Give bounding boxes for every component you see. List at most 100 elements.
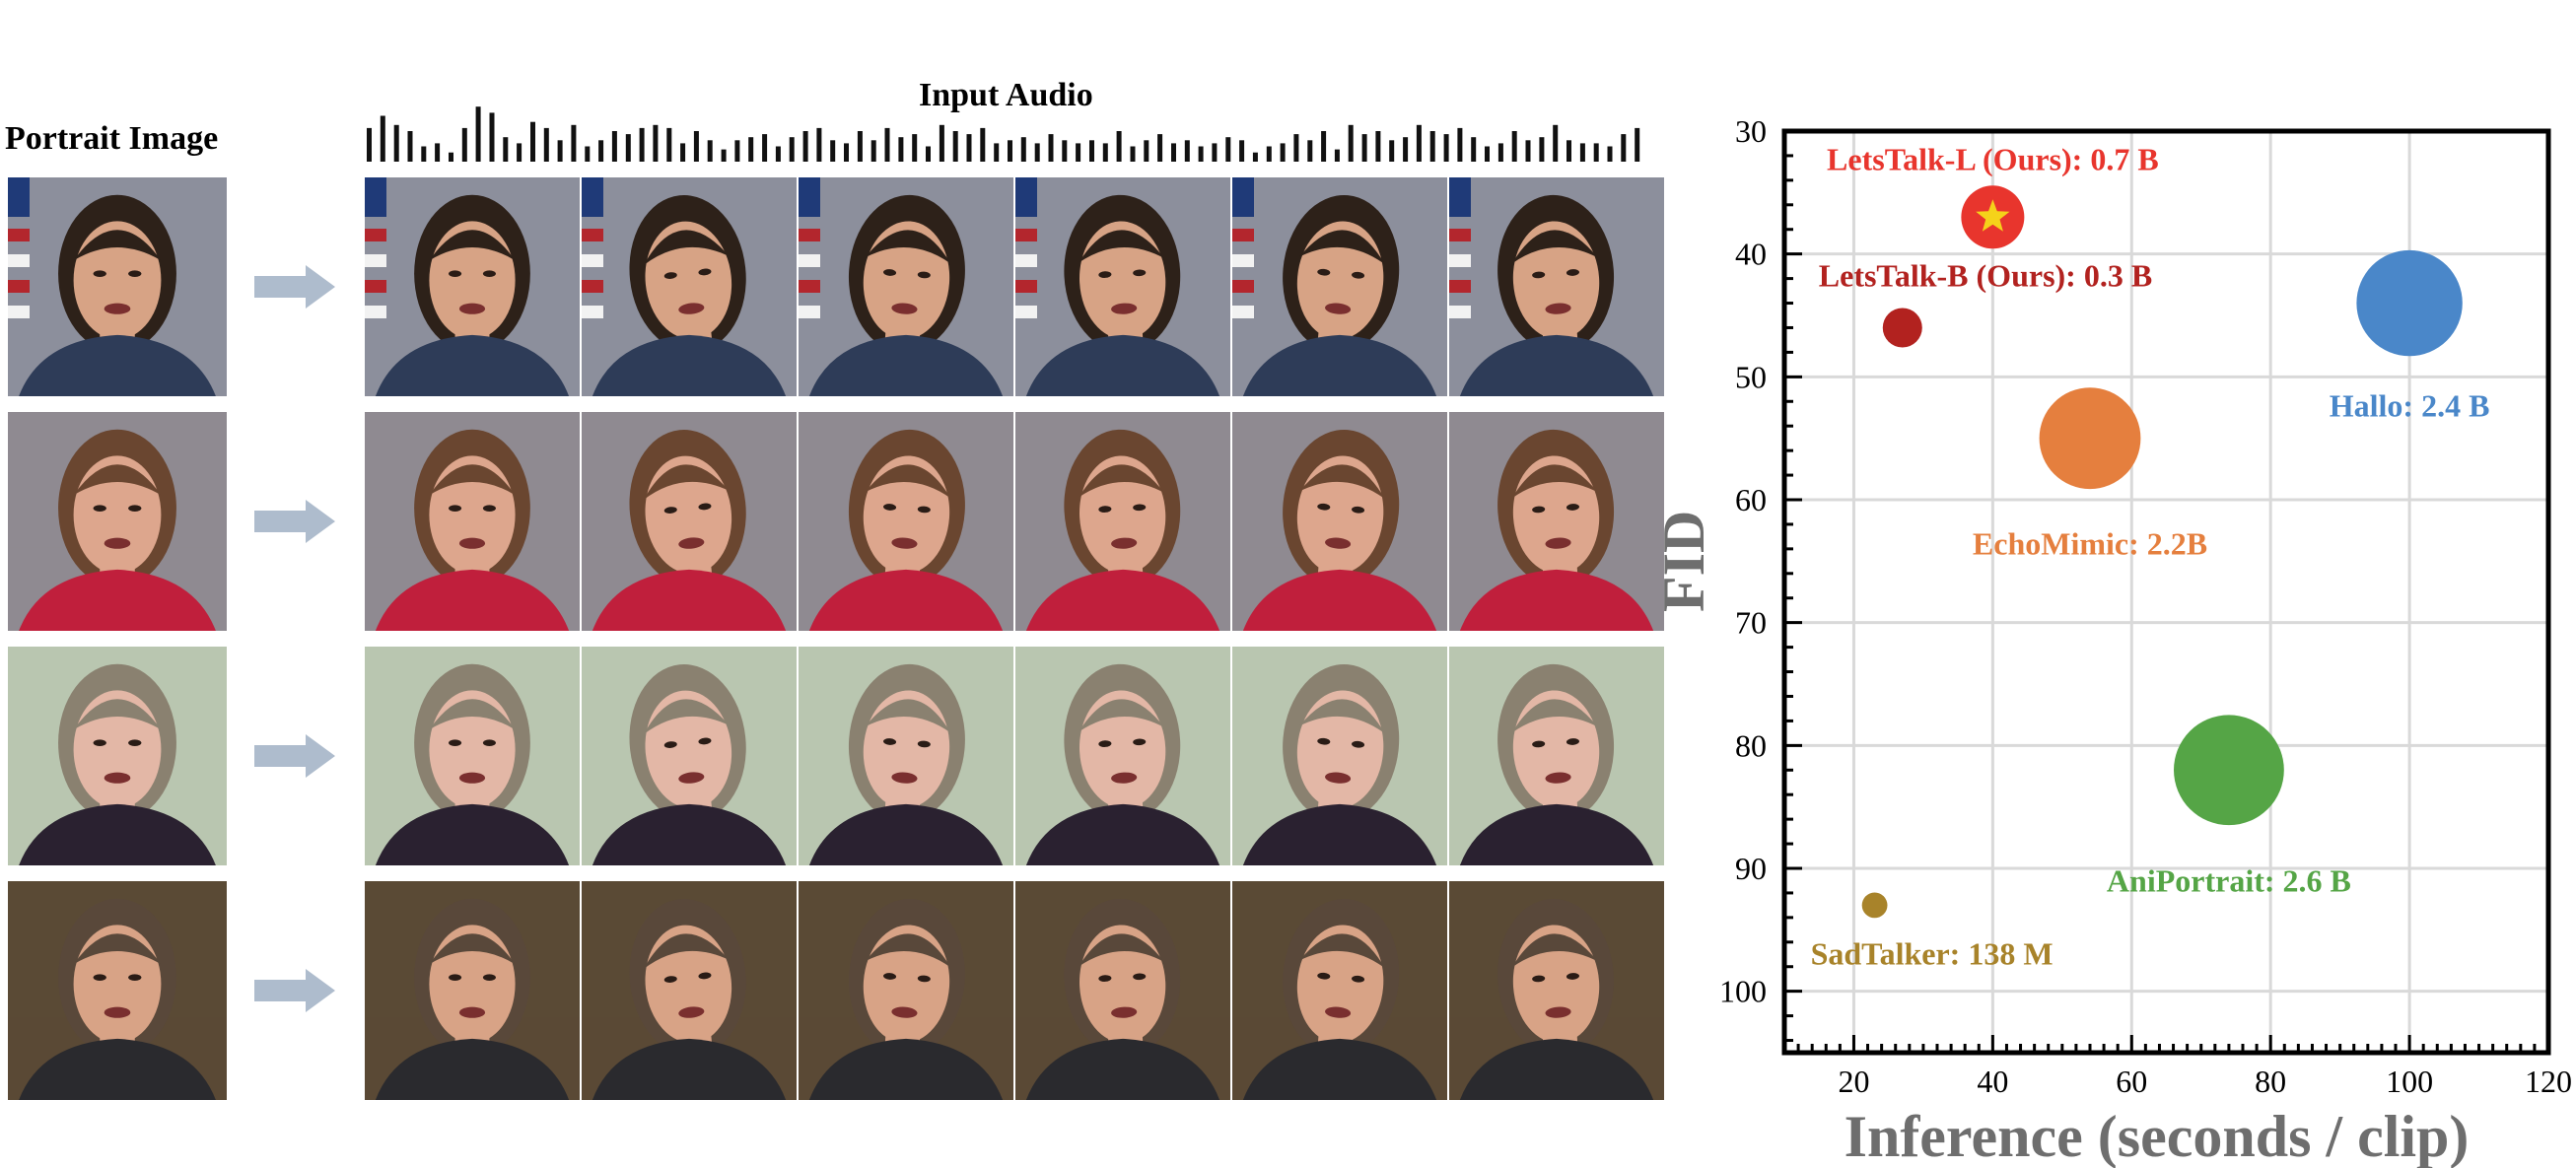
audio-bar [1089, 140, 1094, 162]
bubble-label: SadTalker: 138 M [1811, 935, 2054, 971]
generated-frame [365, 412, 580, 631]
arrow-right-icon [254, 500, 335, 548]
audio-bar [530, 121, 535, 162]
audio-bar [816, 127, 822, 162]
audio-bar [367, 127, 372, 162]
audio-bar [585, 146, 591, 162]
audio-bar [625, 134, 631, 162]
audio-bar [1593, 143, 1599, 162]
generated-frame [799, 647, 1013, 865]
audio-bar [898, 137, 904, 162]
audio-bar [926, 146, 931, 162]
audio-bar [1485, 146, 1490, 162]
bubble-label: LetsTalk-B (Ours): 0.3 B [1819, 257, 2152, 293]
audio-bar [380, 115, 385, 162]
audio-bar [844, 143, 849, 162]
audio-bar [611, 131, 617, 162]
audio-bar [966, 134, 972, 162]
plot-frame [1781, 128, 2551, 1056]
audio-bar [1198, 146, 1204, 162]
audio-bar [1212, 143, 1218, 162]
portrait-image [8, 412, 227, 631]
arrow-right-icon [254, 265, 335, 313]
audio-bar [1635, 127, 1640, 162]
bubble-label: LetsTalk-L (Ours): 0.7 B [1827, 141, 2159, 176]
y-tick-label: 50 [1735, 359, 1767, 394]
generated-frame [1015, 177, 1230, 396]
generated-frame [1449, 881, 1664, 1100]
audio-bar [557, 140, 563, 162]
audio-waveform [367, 106, 1640, 162]
audio-bar [994, 143, 1000, 162]
x-tick-label: 40 [1977, 1064, 2008, 1099]
audio-bar [1539, 137, 1545, 162]
audio-bar [571, 124, 577, 162]
input-audio-title: Input Audio [919, 77, 1093, 113]
generated-frame [1232, 647, 1447, 865]
portrait-image [8, 881, 227, 1100]
x-tick-label: 120 [2525, 1064, 2572, 1099]
generated-frame [365, 177, 580, 396]
audio-bar [449, 152, 453, 162]
audio-bar [680, 143, 686, 162]
audio-bar [653, 124, 659, 162]
audio-bar [1579, 143, 1585, 162]
audio-bar [1607, 146, 1613, 162]
audio-bar [1293, 134, 1299, 162]
audio-bar [393, 124, 399, 162]
portrait-image-title: Portrait Image [5, 120, 219, 157]
audio-bar [1334, 149, 1340, 162]
audio-bar [1239, 140, 1245, 162]
audio-bar [1171, 143, 1176, 162]
audio-bar [475, 106, 481, 162]
generated-frame [582, 881, 797, 1100]
audio-bar [1034, 143, 1040, 162]
audio-bar [1525, 140, 1531, 162]
bubble-point [2174, 715, 2284, 826]
generated-frame [1449, 412, 1664, 631]
audio-bar [939, 124, 944, 162]
audio-bar [1511, 131, 1517, 162]
x-tick-label: 100 [2386, 1064, 2433, 1099]
y-tick-label: 100 [1719, 974, 1767, 1009]
audio-bar [1553, 124, 1559, 162]
bubble-point [2039, 387, 2141, 490]
y-tick-label: 40 [1735, 237, 1767, 272]
portrait-image [8, 647, 227, 865]
audio-bar [461, 127, 467, 162]
y-tick-label: 80 [1735, 727, 1767, 763]
audio-bar [1184, 140, 1190, 162]
generated-frame [582, 647, 797, 865]
audio-bar [912, 134, 918, 162]
audio-bar [639, 127, 645, 162]
x-axis-title: Inference (seconds / clip) [1845, 1104, 2470, 1168]
audio-bar [517, 143, 522, 162]
scatter-chart: 20 40 60 80 100 120 30 40 50 60 70 80 90 100 Inference… [1656, 113, 2572, 1168]
generated-frame [1232, 177, 1447, 396]
generated-frame [582, 177, 797, 396]
audio-bar [543, 127, 549, 162]
audio-bar [1008, 140, 1012, 162]
bubble-point [2356, 249, 2463, 357]
audio-bar [1144, 140, 1149, 162]
audio-bar [435, 143, 441, 162]
generated-frame [1015, 412, 1230, 631]
audio-bar [1307, 140, 1313, 162]
audio-bar [1457, 127, 1463, 162]
arrow-right-icon [254, 969, 335, 1017]
audio-bar [734, 140, 740, 162]
audio-bar [884, 127, 890, 162]
x-tick-label: 80 [2255, 1064, 2286, 1099]
audio-bar [1225, 137, 1231, 162]
audio-bar [1048, 134, 1054, 162]
generated-frame [365, 647, 580, 865]
bubble-label: Hallo: 2.4 B [2330, 388, 2490, 424]
generated-frame [1449, 177, 1664, 396]
audio-bar [1157, 134, 1163, 162]
audio-bar [1361, 134, 1367, 162]
star-icon [1976, 199, 2010, 232]
audio-bar [1566, 140, 1571, 162]
generated-frame [799, 177, 1013, 396]
audio-bar [789, 137, 795, 162]
generated-frame [799, 881, 1013, 1100]
